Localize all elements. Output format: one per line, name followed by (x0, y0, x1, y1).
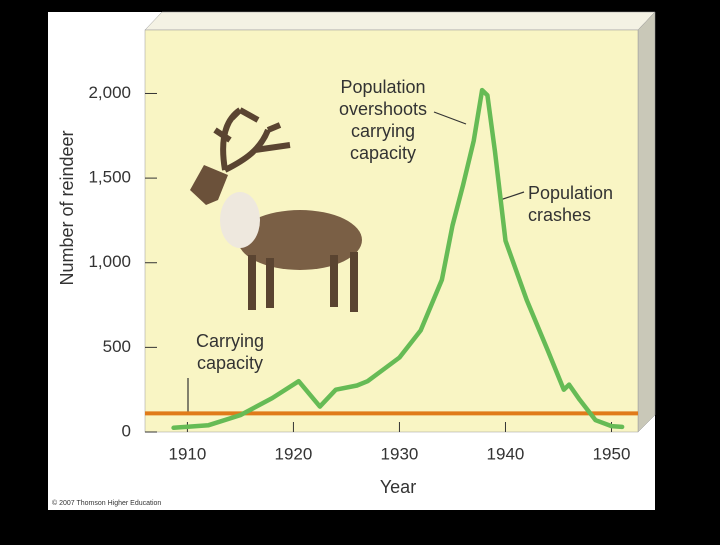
y-axis-label: Number of reindeer (57, 130, 77, 285)
x-tick-label: 1930 (381, 444, 419, 463)
x-tick-label: 1940 (487, 444, 525, 463)
annotation: Population (340, 77, 425, 97)
annotation: overshoots (339, 99, 427, 119)
y-tick-label: 1,000 (88, 252, 131, 271)
credit: © 2007 Thomson Higher Education (52, 499, 161, 507)
population-line (171, 87, 625, 431)
y-tick-label: 500 (103, 337, 131, 356)
reindeer (190, 107, 362, 312)
annotation: capacity (350, 143, 416, 163)
y-tick-label: 0 (122, 421, 131, 440)
leader-line (499, 191, 525, 201)
box-side (637, 11, 656, 433)
x-tick-label: 1950 (593, 444, 631, 463)
x-axis-label: Year (380, 477, 416, 497)
box-top (144, 11, 656, 31)
annotation: Carrying (196, 331, 264, 351)
annotation: carrying (351, 121, 415, 141)
y-tick-label: 2,000 (88, 83, 131, 102)
annotation: crashes (528, 205, 591, 225)
x-tick-label: 1920 (275, 444, 313, 463)
leader-line (433, 111, 467, 125)
y-tick-label: 1,500 (88, 168, 131, 187)
annotation: capacity (197, 353, 263, 373)
annotation: Population (528, 183, 613, 203)
x-tick-label: 1910 (168, 444, 206, 463)
